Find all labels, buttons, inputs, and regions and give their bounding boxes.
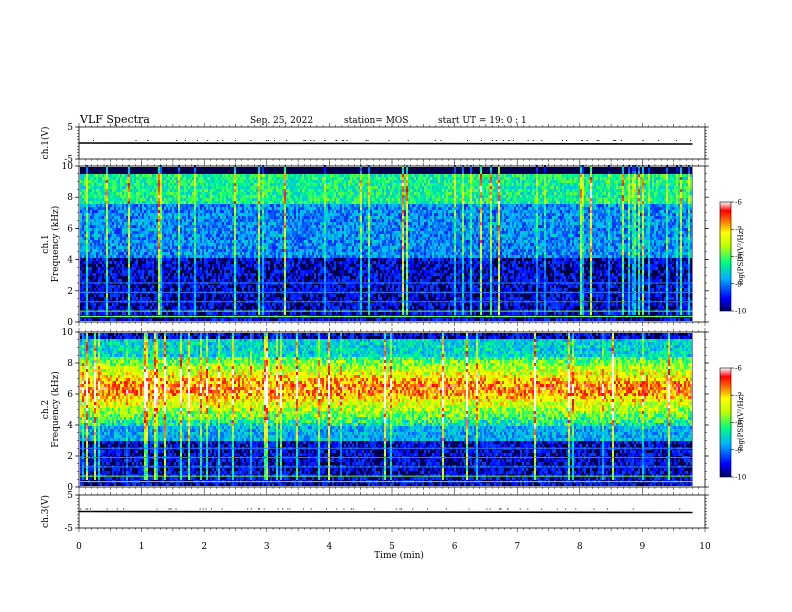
y-tick-label: 2	[67, 452, 73, 462]
x-tick-label: 4	[327, 542, 333, 552]
panel-ch3-voltage: ch.3(V) 5 -5	[40, 491, 709, 534]
colorbar-tick-label: -10	[735, 474, 746, 482]
date-label: Sep. 25, 2022	[250, 116, 313, 126]
colorbar-label: log(PSD)(V²/Hz)	[737, 228, 745, 285]
colorbar-label: log(PSD)(V²/Hz)	[737, 394, 745, 451]
y-tick-label: 4	[67, 421, 73, 431]
colorbar-tick-label: -6	[735, 199, 742, 207]
panels: ch.1(V) 5-5-6-7-8-9-10log(PSD)(V²/Hz)ch.1…	[40, 123, 746, 552]
start-time-label: start UT = 19: 0 : 1	[438, 116, 527, 126]
voltage-trace	[79, 143, 692, 144]
y-tick-label: 6	[67, 390, 73, 400]
y-axis-label-channel: ch.1	[41, 234, 51, 253]
colorbar-tick-label: -6	[735, 365, 742, 373]
y-tick-label: 5	[67, 123, 73, 133]
y-tick-label: 0	[67, 318, 73, 328]
colorbar-tick-label: -10	[735, 308, 746, 316]
x-tick-label: 1	[139, 542, 145, 552]
colorbar	[720, 202, 731, 311]
x-tick-label: 10	[699, 542, 711, 552]
y-axis-label-channel: ch.2	[41, 400, 51, 419]
y-axis-label-voltage: ch.1(V)	[40, 127, 51, 160]
x-tick-label: 0	[76, 542, 82, 552]
y-tick-label: 5	[67, 491, 73, 501]
y-axis-label-voltage: ch.3(V)	[40, 495, 51, 528]
y-axis-label-frequency: Frequency (kHz)	[50, 206, 61, 283]
x-tick-label: 6	[452, 542, 458, 552]
y-tick-label: 2	[67, 287, 73, 297]
voltage-trace	[79, 512, 692, 513]
x-tick-label: 8	[577, 542, 583, 552]
y-tick-label: 8	[67, 193, 73, 203]
x-tick-label: 3	[264, 542, 270, 552]
x-axis-label: Time (min)	[374, 550, 424, 561]
x-tick-label: 9	[640, 542, 646, 552]
y-tick-label: -5	[64, 524, 73, 534]
y-axis-label-frequency: Frequency (kHz)	[50, 371, 61, 448]
colorbar	[720, 368, 731, 477]
x-tick-label: 2	[201, 542, 207, 552]
y-tick-label: 8	[67, 359, 73, 369]
y-tick-label: 10	[62, 328, 74, 338]
y-tick-label: 4	[67, 256, 73, 266]
x-tick-label: 7	[514, 542, 520, 552]
station-label: station= MOS	[344, 116, 408, 126]
y-tick-label: 6	[67, 224, 73, 234]
y-tick-label: 10	[62, 162, 74, 172]
panel-ch1-voltage: ch.1(V) 5-5	[40, 123, 709, 165]
figure-title: VLF Spectra	[79, 113, 150, 126]
